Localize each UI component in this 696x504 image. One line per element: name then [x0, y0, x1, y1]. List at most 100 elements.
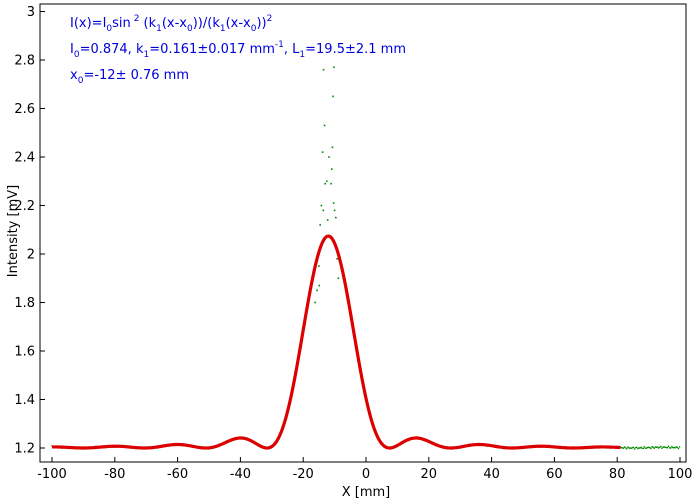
data-point: [630, 447, 632, 449]
fit-curve: [51, 234, 622, 450]
data-point: [634, 447, 637, 449]
data-point: [677, 447, 680, 450]
data-point: [643, 446, 646, 448]
data-point: [328, 156, 330, 158]
data-point: [671, 445, 673, 448]
data-point: [678, 446, 681, 448]
data-point: [324, 182, 326, 185]
data-point: [674, 447, 676, 449]
data-point: [661, 447, 663, 449]
data-point: [623, 446, 626, 448]
data-point: [322, 209, 325, 212]
data-point: [652, 446, 654, 449]
data-point: [649, 446, 651, 449]
fit-parameters-line1: I0=0.874, k1=0.161±0.017 mm-1, L1=19.5±2…: [70, 40, 406, 60]
y-tick-label: 2: [27, 248, 35, 263]
data-point: [336, 258, 338, 260]
y-tick-label: 2.6: [14, 102, 35, 117]
data-point: [330, 182, 332, 185]
data-point: [620, 447, 622, 449]
data-point: [667, 445, 670, 448]
y-tick-label: 2.2: [14, 199, 35, 214]
data-point: [663, 446, 665, 448]
x-tick-label: 0: [362, 467, 370, 482]
x-axis-label: X [mm]: [342, 485, 391, 500]
x-tick-label: 80: [609, 467, 626, 482]
x-tick-label: 20: [421, 467, 438, 482]
data-point: [318, 284, 321, 287]
data-point: [335, 216, 337, 219]
data-point: [637, 447, 639, 450]
data-point: [332, 95, 334, 98]
data-point: [323, 124, 326, 127]
x-tick-label: 100: [668, 467, 693, 482]
x-tick-label: -60: [167, 467, 188, 482]
data-point: [655, 446, 658, 448]
y-tick-label: 1.4: [14, 393, 35, 408]
data-point: [641, 447, 643, 450]
data-point: [651, 445, 653, 448]
y-tick-label: 3: [27, 5, 35, 20]
data-point: [675, 446, 677, 448]
data-point: [638, 447, 640, 449]
data-point: [650, 447, 652, 450]
x-tick-label: 40: [483, 467, 500, 482]
y-tick-label: 1.2: [14, 442, 35, 457]
data-point: [673, 446, 675, 449]
data-point: [664, 446, 666, 449]
data-point: [668, 447, 671, 449]
data-point: [670, 447, 672, 449]
data-point: [672, 446, 674, 449]
data-point: [632, 446, 635, 449]
data-point: [640, 446, 642, 448]
data-point: [657, 447, 660, 449]
data-point: [631, 447, 633, 449]
data-point: [622, 447, 625, 449]
x-tick-label: -100: [37, 467, 67, 482]
data-point: [666, 446, 669, 449]
data-point: [665, 446, 668, 449]
data-point: [333, 209, 336, 212]
data-point: [662, 446, 664, 448]
data-point: [314, 301, 316, 304]
data-point: [626, 448, 628, 450]
data-point: [633, 448, 636, 450]
data-point: [648, 446, 650, 449]
y-tick-label: 1.6: [14, 345, 35, 360]
data-point: [319, 224, 321, 226]
data-point: [628, 447, 630, 449]
data-point: [660, 445, 662, 448]
data-point: [621, 447, 624, 449]
data-point: [676, 446, 679, 449]
data-point: [330, 168, 333, 170]
data-point: [642, 447, 644, 450]
data-point: [635, 446, 638, 449]
data-point: [321, 151, 324, 153]
data-point: [629, 447, 631, 449]
data-point: [645, 447, 648, 449]
fit-formula: I(x)=I0sin 2 (k1(x-x0))/(k1(x-x0))2: [70, 14, 272, 34]
data-point: [653, 447, 655, 449]
data-point: [326, 219, 329, 221]
data-point: [624, 447, 627, 449]
y-axis-ticks: 1.2 1.4 1.6 1.8 2 2.2 2.4 2.6 2.8 3: [14, 5, 45, 457]
data-point: [322, 68, 325, 71]
x-tick-label: 60: [546, 467, 563, 482]
data-point: [331, 146, 334, 149]
data-point: [659, 446, 661, 448]
data-point: [316, 289, 318, 292]
y-tick-label: 2.8: [14, 54, 35, 69]
fit-curve-line: [51, 234, 622, 450]
x-axis-ticks: -100 -80 -60 -40 -20 0 20 40 60 80 100: [37, 457, 692, 482]
data-point: [627, 446, 629, 448]
data-point: [337, 277, 340, 280]
y-tick-label: 2.4: [14, 151, 35, 166]
data-point: [333, 66, 335, 69]
x-tick-label: -80: [104, 467, 125, 482]
data-point: [318, 265, 320, 267]
y-axis-label: Intensity [mV]: [6, 185, 21, 277]
data-point: [325, 180, 328, 183]
data-point: [656, 446, 659, 448]
data-point: [644, 447, 647, 449]
